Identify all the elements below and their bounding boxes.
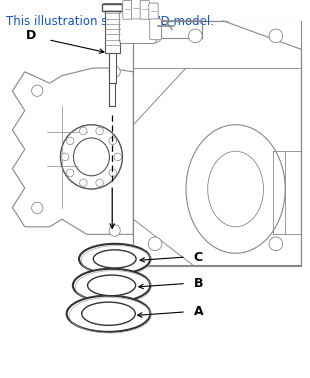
- FancyBboxPatch shape: [119, 11, 157, 43]
- Text: B: B: [194, 277, 203, 290]
- Ellipse shape: [96, 127, 103, 135]
- FancyBboxPatch shape: [150, 19, 162, 40]
- Ellipse shape: [79, 244, 150, 274]
- Ellipse shape: [188, 29, 202, 43]
- Ellipse shape: [186, 125, 285, 253]
- Ellipse shape: [73, 138, 109, 176]
- Ellipse shape: [60, 125, 122, 189]
- FancyBboxPatch shape: [123, 0, 132, 19]
- FancyBboxPatch shape: [149, 3, 158, 20]
- Polygon shape: [12, 68, 133, 234]
- FancyBboxPatch shape: [133, 21, 301, 266]
- Text: C: C: [194, 251, 203, 263]
- Ellipse shape: [114, 153, 122, 161]
- Ellipse shape: [66, 169, 74, 177]
- Bar: [102, 4, 122, 11]
- Ellipse shape: [73, 269, 150, 302]
- Ellipse shape: [269, 29, 283, 43]
- Ellipse shape: [148, 29, 162, 43]
- Ellipse shape: [32, 85, 43, 96]
- Ellipse shape: [32, 202, 43, 214]
- Ellipse shape: [93, 250, 136, 268]
- Ellipse shape: [80, 179, 87, 186]
- Ellipse shape: [80, 127, 87, 135]
- FancyBboxPatch shape: [131, 0, 141, 19]
- Ellipse shape: [96, 179, 103, 186]
- Ellipse shape: [66, 137, 74, 145]
- Text: D: D: [26, 29, 36, 42]
- Polygon shape: [133, 21, 301, 49]
- Ellipse shape: [67, 296, 150, 332]
- Ellipse shape: [87, 275, 136, 296]
- Text: A: A: [194, 305, 203, 318]
- Ellipse shape: [82, 302, 135, 325]
- Bar: [105, 11, 120, 53]
- Text: This illustration shows 2WD model.: This illustration shows 2WD model.: [6, 15, 214, 28]
- Ellipse shape: [208, 151, 264, 227]
- Ellipse shape: [109, 66, 120, 77]
- Ellipse shape: [109, 137, 117, 145]
- Ellipse shape: [109, 225, 120, 236]
- Ellipse shape: [61, 153, 69, 161]
- Ellipse shape: [148, 237, 162, 251]
- Bar: [108, 53, 116, 83]
- Ellipse shape: [269, 237, 283, 251]
- Ellipse shape: [109, 169, 117, 177]
- FancyBboxPatch shape: [140, 0, 149, 19]
